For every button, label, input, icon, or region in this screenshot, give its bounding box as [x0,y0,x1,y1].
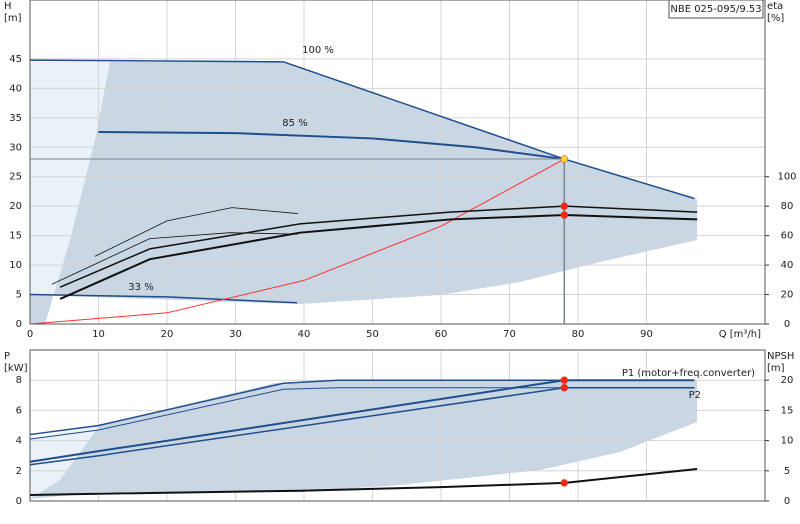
curve [98,130,565,161]
y-tick-label: 20 [9,201,22,212]
y-tick-label: 15 [9,231,22,242]
y-axis-label: [kW] [4,363,28,374]
curve [51,232,298,285]
curve [29,379,695,463]
y-tick-label: 10 [9,260,22,271]
y2-tick-label: 20 [781,375,794,386]
x-tick-label: 80 [572,329,585,340]
y-tick-label: 4 [16,436,22,447]
curve [59,205,698,288]
curve-label: P1 (motor+freq.converter) [622,368,755,379]
y2-tick-label: 60 [781,231,794,242]
duty-point [560,479,569,487]
y2-tick-label: 20 [781,290,794,301]
y2-tick-label: 40 [781,260,794,271]
y-tick-label: 35 [9,113,22,124]
x-tick-label: 20 [161,329,174,340]
y-tick-label: 40 [9,83,22,94]
x-tick-label: 30 [229,329,242,340]
x-tick-label: 50 [366,329,379,340]
y-tick-label: 45 [9,54,22,65]
curve [29,387,695,466]
curve-label: 100 % [302,45,334,56]
y-tick-label: 5 [16,290,22,301]
y-tick-label: 0 [16,496,22,507]
curve [59,214,698,300]
y2-tick-label: 10 [781,436,794,447]
x-tick-label: 40 [298,329,311,340]
duty-point [560,376,569,384]
y2-axis-label: [%] [767,13,784,24]
curve [29,379,695,436]
y-axis-label: H [4,1,12,12]
y-tick-label: 2 [16,466,22,477]
y-axis-label: [m] [4,13,22,24]
curve [29,467,698,496]
y2-axis-label: eta [767,1,783,12]
y-axis-label: P [4,351,10,362]
curve-label: 85 % [282,118,307,129]
title-box [668,0,764,19]
x-tick-label: 10 [92,329,105,340]
power-range-light [30,425,100,499]
y-tick-label: 0 [16,319,22,330]
y-tick-label: 30 [9,142,22,153]
range-area [30,62,697,324]
y2-tick-label: 80 [781,201,794,212]
duty-point [560,211,569,219]
y2-tick-label: 0 [784,319,790,330]
y2-tick-label: 15 [781,405,794,416]
x-tick-label: 0 [27,329,33,340]
duty-point [560,384,569,392]
x-tick-label: 60 [435,329,448,340]
curve [29,293,298,304]
duty-point [560,155,569,163]
x-tick-label: 70 [503,329,516,340]
y2-tick-label: 5 [784,466,790,477]
y-tick-label: 25 [9,172,22,183]
y2-axis-label: [m] [767,363,785,374]
chart-title: NBE 025-095/9.53 [670,4,761,15]
plot-layer: 0 10 20 30 40 50 60 70 80 90051015202530354045020… [4,0,797,507]
plot-frame [29,0,766,325]
y2-axis-label: NPSH [767,351,794,362]
range-light [30,62,110,324]
curve-label: P2 [689,390,701,401]
y2-tick-label: 0 [784,496,790,507]
curve [29,158,565,325]
curve [94,207,298,257]
y2-tick-label: 100 [777,172,796,183]
curve [29,59,695,200]
duty-point [560,202,569,210]
curve-label: 33 % [128,282,153,293]
x-tick-label: 90 [640,329,653,340]
y-tick-label: 8 [16,375,22,386]
plot-frame [29,349,766,502]
y-tick-label: 6 [16,405,22,416]
power-range-area [30,381,697,499]
curve [29,387,695,440]
x-axis-label: Q [m³/h] [719,329,761,340]
